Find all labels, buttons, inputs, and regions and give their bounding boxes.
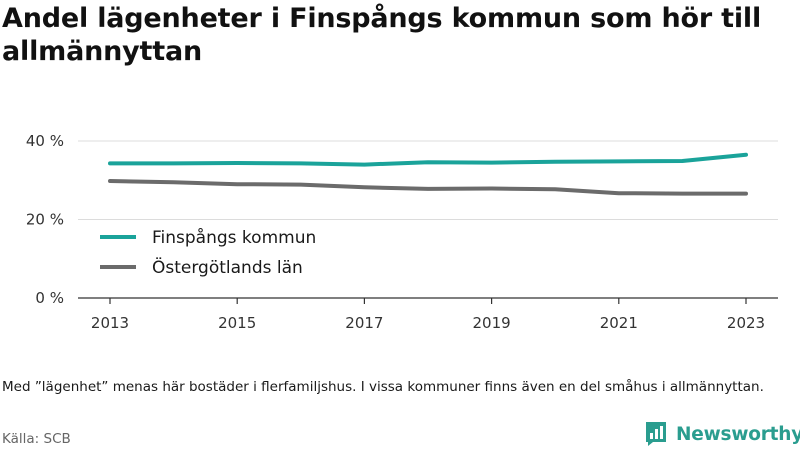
chart-title: Andel lägenheter i Finspångs kommun som … — [2, 3, 762, 67]
y-tick-label: 20 % — [26, 211, 64, 229]
legend-label: Östergötlands län — [152, 256, 303, 278]
series-lines — [108, 152, 748, 196]
bar-chart-logo-icon — [646, 422, 666, 446]
legend-label: Finspångs kommun — [152, 227, 316, 248]
brand-name: Newsworthy — [676, 423, 800, 445]
x-axis: 2013 2015 2017 2019 2021 2023 — [78, 297, 778, 332]
x-tick-label: 2023 — [727, 314, 765, 332]
x-tick-label: 2015 — [218, 314, 256, 332]
source-label: Källa: SCB — [2, 431, 71, 447]
x-tick-label: 2013 — [91, 314, 129, 332]
y-tick-label: 40 % — [26, 132, 64, 150]
line-chart: 0 % 20 % 40 % 2013 2015 2017 2019 2021 2023 Fin… — [26, 132, 778, 332]
x-tick-label: 2021 — [600, 314, 638, 332]
x-tick-label: 2019 — [473, 314, 511, 332]
gridlines — [78, 140, 778, 220]
y-tick-label: 0 % — [35, 289, 64, 307]
series-line — [108, 152, 748, 167]
x-tick-label: 2017 — [345, 314, 383, 332]
footnote: Med ”lägenhet” menas här bostäder i fler… — [2, 379, 764, 395]
y-axis: 0 % 20 % 40 % — [26, 132, 64, 307]
legend: Finspångs kommun Östergötlands län — [100, 227, 316, 278]
series-line — [108, 179, 748, 196]
newsworthy-logo: Newsworthy — [644, 421, 800, 447]
